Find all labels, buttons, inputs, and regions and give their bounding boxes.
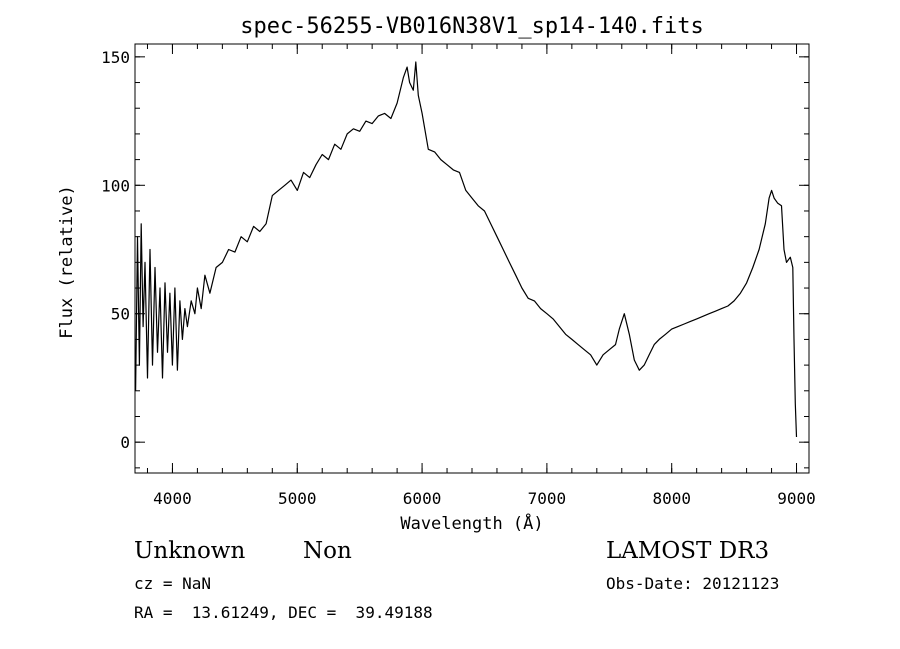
spectrum-series (135, 61, 798, 438)
survey-name: LAMOST DR3 (606, 538, 770, 564)
x-tick-label: 5000 (278, 489, 317, 508)
y-axis-label: Flux (relative) (57, 185, 77, 339)
spectrum-line (135, 61, 798, 438)
observation-date: Obs-Date: 20121123 (606, 574, 780, 593)
y-tick-label: 100 (101, 176, 130, 195)
chart-title: spec-56255-VB016N38V1_sp14-140.fits (240, 14, 704, 39)
axis-ticks (135, 44, 809, 473)
plot-frame (134, 43, 810, 474)
x-tick-label: 6000 (403, 489, 442, 508)
x-tick-label: 4000 (153, 489, 192, 508)
y-tick-label: 150 (101, 48, 130, 67)
x-tick-label: 9000 (777, 489, 816, 508)
x-tick-label: 7000 (528, 489, 567, 508)
ra-dec-coordinates: RA = 13.61249, DEC = 39.49188 (134, 603, 433, 622)
object-subclass: Non (303, 538, 352, 564)
axis-tick-labels: 4000 5000 6000 7000 8000 9000 0 50 100 150 (101, 48, 816, 508)
x-tick-label: 8000 (652, 489, 691, 508)
y-tick-label: 0 (120, 433, 130, 452)
redshift-cz: cz = NaN (134, 574, 212, 593)
x-axis-label: Wavelength (Å) (400, 512, 543, 534)
object-class: Unknown (134, 538, 246, 564)
y-tick-label: 50 (111, 305, 130, 324)
